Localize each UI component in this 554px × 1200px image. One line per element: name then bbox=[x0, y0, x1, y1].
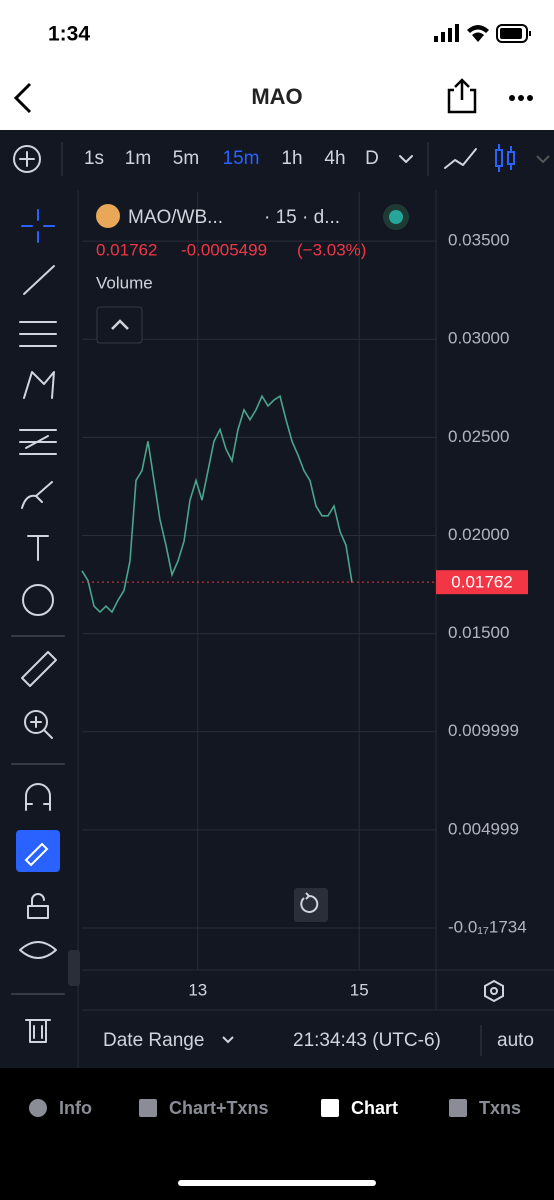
toolbar-collapse[interactable] bbox=[68, 950, 80, 986]
scale-auto-button[interactable]: auto bbox=[497, 1030, 534, 1051]
timeframe-button[interactable]: 1m bbox=[125, 148, 151, 169]
legend-change: -0.0005499 bbox=[181, 240, 267, 259]
back-button[interactable] bbox=[13, 82, 32, 114]
lock-drawing-icon bbox=[24, 842, 49, 867]
trend-line-tool[interactable] bbox=[23, 265, 55, 295]
crosshair-tool[interactable] bbox=[21, 209, 55, 243]
tab-icon bbox=[29, 1099, 47, 1117]
page-title: MAO bbox=[251, 84, 302, 109]
tab-icon bbox=[449, 1099, 467, 1117]
collapse-legend-button[interactable] bbox=[96, 306, 143, 344]
date-range-dropdown bbox=[222, 1036, 234, 1044]
text-tool[interactable] bbox=[27, 535, 49, 561]
last-price-tag-label: 0.01762 bbox=[451, 573, 512, 592]
legend-change-percent: (−3.03%) bbox=[297, 240, 366, 259]
status-time: 1:34 bbox=[48, 23, 90, 46]
x-tick-label: 13 bbox=[188, 980, 207, 999]
header-background bbox=[0, 0, 554, 130]
date-range-button[interactable]: Date Range bbox=[103, 1030, 204, 1051]
tab-button[interactable]: Info bbox=[59, 1098, 92, 1118]
pattern-tool[interactable] bbox=[23, 371, 55, 399]
y-tick-label: 0.004999 bbox=[448, 819, 519, 838]
timeframe-dropdown[interactable] bbox=[399, 155, 413, 163]
share-button[interactable] bbox=[447, 78, 477, 114]
fib-tool[interactable] bbox=[19, 321, 57, 347]
volume-label: Volume bbox=[96, 273, 153, 292]
timeframe-button[interactable]: 1h bbox=[281, 148, 302, 169]
timeframe-button[interactable]: D bbox=[365, 148, 379, 169]
symbol-name: MAO/WB... bbox=[128, 207, 223, 228]
reset-chart-button[interactable] bbox=[294, 888, 328, 922]
y-tick-label: -0.0₁₇1734 bbox=[448, 917, 527, 936]
tab-bar bbox=[0, 1068, 554, 1200]
candle-style-button[interactable] bbox=[495, 144, 515, 172]
toolbar bbox=[0, 130, 554, 190]
drawing-toolbar-lower bbox=[11, 893, 65, 1043]
lock-drawing-tool[interactable] bbox=[16, 830, 60, 872]
timeframe-button[interactable]: 4h bbox=[324, 148, 345, 169]
last-price-tag bbox=[436, 570, 528, 595]
symbol-icon bbox=[96, 204, 120, 228]
y-tick-label: 0.009999 bbox=[448, 721, 519, 740]
tab-button[interactable]: Chart bbox=[351, 1098, 398, 1118]
price-line bbox=[81, 394, 353, 614]
chart-style-dropdown[interactable] bbox=[536, 155, 550, 164]
axis-settings-button[interactable] bbox=[484, 979, 504, 1003]
more-button[interactable] bbox=[509, 95, 533, 101]
projection-tool[interactable] bbox=[19, 429, 57, 455]
y-tick-label: 0.02000 bbox=[448, 525, 509, 544]
tab-icon bbox=[321, 1099, 339, 1117]
legend-price: 0.01762 bbox=[96, 240, 157, 259]
plot bbox=[81, 394, 436, 614]
add-indicator-button[interactable] bbox=[13, 145, 41, 173]
tab-button[interactable]: Chart+Txns bbox=[169, 1098, 269, 1118]
timeframe-button[interactable]: 1s bbox=[84, 148, 104, 169]
y-tick-label: 0.03500 bbox=[448, 231, 509, 250]
grid bbox=[82, 192, 436, 970]
y-tick-label: 0.01500 bbox=[448, 623, 509, 642]
x-tick-label: 15 bbox=[350, 980, 369, 999]
symbol-interval: · 15 · d... bbox=[264, 207, 340, 228]
timeframe-group: 1s 1m 5m 15m 1h 4h D bbox=[84, 148, 379, 169]
clock: 21:34:43 (UTC-6) bbox=[293, 1030, 441, 1051]
axis-settings-icon bbox=[490, 987, 498, 995]
visibility-tool[interactable] bbox=[19, 941, 57, 959]
status-dot bbox=[389, 210, 403, 224]
ruler-tool[interactable] bbox=[21, 651, 57, 687]
emoji-tool[interactable] bbox=[22, 584, 54, 616]
collapse-icon bbox=[111, 319, 129, 330]
unlock-tool[interactable] bbox=[27, 893, 49, 919]
brush-tool[interactable] bbox=[21, 481, 53, 509]
delete-tool[interactable] bbox=[25, 1019, 51, 1043]
y-tick-label: 0.02500 bbox=[448, 427, 509, 446]
timeframe-button[interactable]: 5m bbox=[173, 148, 199, 169]
y-tick-label: 0.03000 bbox=[448, 329, 509, 348]
status-icons bbox=[434, 24, 531, 43]
reset-icon bbox=[300, 892, 319, 913]
tab-group: Info Chart+Txns Chart Txns bbox=[29, 1098, 521, 1118]
line-style-button[interactable] bbox=[444, 148, 477, 169]
drawing-toolbar bbox=[11, 209, 65, 811]
home-indicator bbox=[178, 1180, 376, 1186]
zoom-tool[interactable] bbox=[24, 710, 53, 739]
timeframe-button[interactable]: 15m bbox=[223, 148, 260, 169]
tab-button[interactable]: Txns bbox=[479, 1098, 521, 1118]
tab-icon bbox=[139, 1099, 157, 1117]
magnet-tool[interactable] bbox=[25, 783, 51, 811]
